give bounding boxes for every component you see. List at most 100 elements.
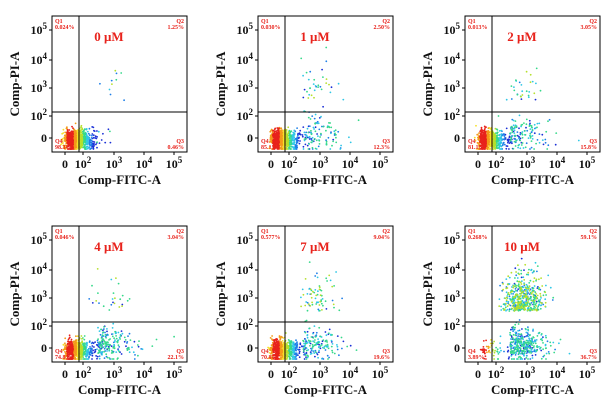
data-point (529, 81, 532, 84)
data-point (482, 138, 484, 140)
data-point (522, 147, 525, 149)
y-tick-label: 0 (41, 341, 47, 355)
data-point (538, 133, 541, 135)
data-point (103, 357, 106, 359)
data-point (523, 336, 526, 338)
data-point (280, 341, 283, 343)
plot-frame (51, 225, 188, 363)
data-point (346, 345, 349, 348)
data-point (86, 130, 89, 133)
data-point (325, 143, 328, 146)
data-point (527, 335, 530, 338)
data-point (298, 350, 301, 353)
data-point (307, 303, 310, 305)
y-tick-label: 0 (454, 131, 460, 145)
data-point (318, 326, 321, 329)
data-point (92, 349, 94, 352)
data-point (518, 114, 521, 117)
data-point (98, 142, 101, 144)
data-point (69, 349, 71, 352)
data-point (338, 309, 341, 312)
data-point (305, 347, 308, 350)
data-point (336, 344, 338, 346)
y-tick-label: 0 (247, 131, 253, 145)
data-point (299, 342, 302, 345)
quadrant-value-q4: 98.3% (55, 145, 72, 151)
data-point (62, 142, 64, 144)
data-point (306, 336, 309, 339)
data-point (488, 148, 491, 150)
data-point (319, 347, 322, 350)
data-point (64, 337, 67, 340)
data-point (495, 128, 498, 131)
data-point (325, 334, 328, 337)
data-point (327, 347, 330, 350)
data-point (332, 138, 335, 141)
data-point (328, 83, 330, 86)
quadrant-value-q3: 12.3% (374, 145, 391, 151)
data-point (293, 129, 296, 132)
data-point (87, 132, 90, 135)
data-point (292, 148, 295, 150)
data-point (305, 71, 308, 74)
data-point (303, 139, 306, 142)
data-point (66, 146, 68, 149)
data-point (302, 145, 305, 148)
data-point (324, 331, 327, 333)
panel-title: 7 μM (300, 239, 329, 254)
data-point (330, 86, 333, 89)
data-point (317, 84, 320, 87)
data-point (113, 340, 116, 343)
data-point (117, 282, 120, 285)
data-point (312, 126, 315, 129)
data-point (117, 331, 120, 334)
data-point (275, 134, 277, 136)
data-point (308, 288, 311, 290)
y-axis-label: Comp-PI-A (213, 51, 228, 117)
data-point (99, 347, 102, 350)
data-point (334, 132, 336, 135)
data-point (85, 128, 88, 131)
data-point (318, 286, 321, 289)
data-point (121, 305, 123, 307)
data-point (108, 349, 111, 351)
data-point (514, 267, 517, 270)
data-point (317, 122, 320, 125)
data-point (533, 132, 536, 135)
data-point (531, 80, 534, 83)
data-point (511, 131, 514, 134)
data-point (134, 354, 136, 356)
data-point (475, 148, 478, 150)
data-point (93, 346, 95, 348)
data-point (484, 127, 486, 129)
data-point (173, 335, 175, 338)
x-tick-label: 0 (62, 367, 68, 381)
data-point (298, 346, 301, 349)
data-point (520, 276, 523, 279)
data-point (324, 340, 327, 343)
data-point (542, 303, 545, 306)
data-point (318, 128, 321, 131)
data-point (511, 118, 514, 121)
data-point (510, 135, 513, 137)
data-point (517, 144, 520, 147)
y-axis-label: Comp-PI-A (213, 261, 228, 327)
data-point (509, 132, 511, 135)
data-point (126, 341, 129, 343)
y-axis-label: Comp-PI-A (7, 51, 22, 117)
data-point (120, 330, 123, 332)
data-point (69, 345, 71, 347)
data-point (533, 350, 535, 353)
quadrant-value-q2: 2.50% (374, 25, 391, 31)
data-point (103, 328, 105, 330)
data-point (314, 126, 317, 129)
data-point (307, 116, 310, 119)
data-point (309, 351, 312, 353)
data-point (498, 134, 501, 137)
data-point (304, 346, 306, 348)
data-point (482, 135, 485, 138)
data-point (308, 125, 311, 127)
data-point (505, 127, 508, 130)
data-point (335, 141, 338, 144)
data-point (102, 331, 105, 334)
